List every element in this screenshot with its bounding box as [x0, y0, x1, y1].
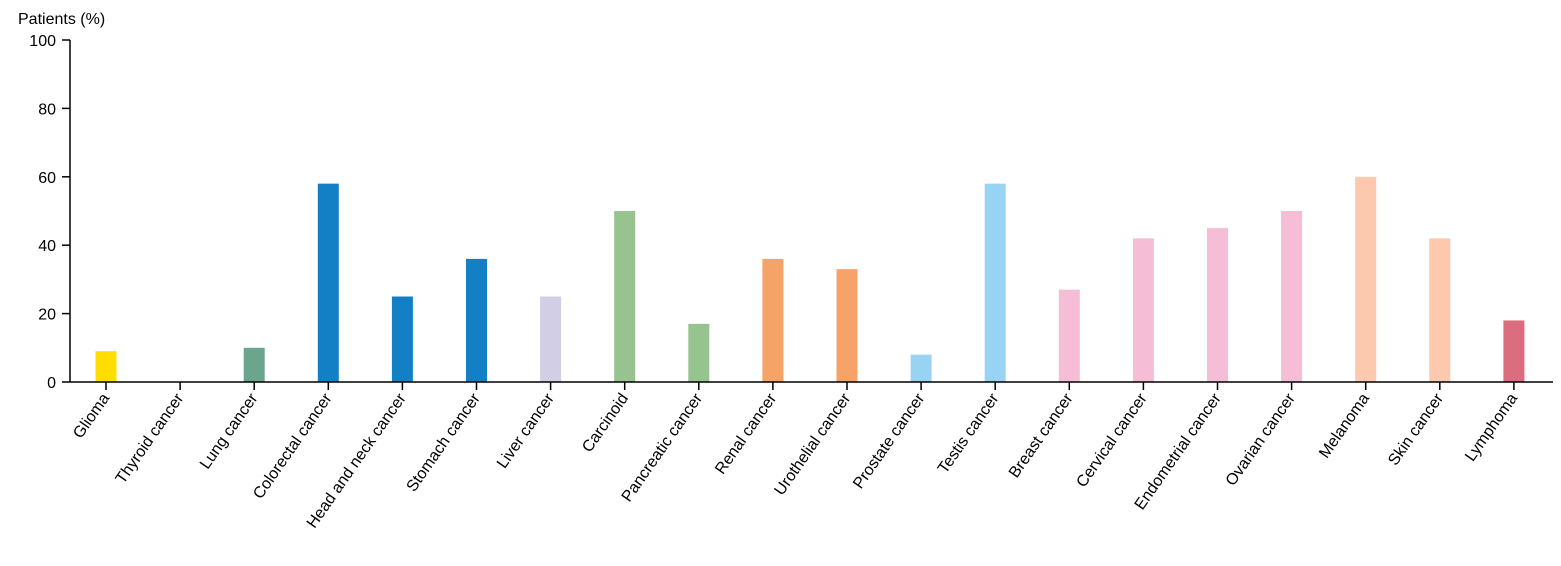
x-tick-label: Liver cancer: [494, 390, 558, 472]
x-tick-label: Urothelial cancer: [771, 390, 854, 499]
bar: [1281, 211, 1303, 382]
x-tick-label: Melanoma: [1316, 390, 1373, 461]
y-tick-label: 60: [38, 170, 56, 187]
bar: [540, 296, 562, 382]
bar: [836, 269, 858, 382]
bar: [688, 323, 710, 382]
y-tick-label: 0: [47, 375, 56, 392]
bar: [762, 258, 784, 382]
bar: [95, 351, 117, 382]
bar: [1207, 228, 1228, 382]
x-tick-label: Endometrial cancer: [1132, 390, 1225, 513]
bar: [910, 354, 932, 382]
x-tick-label: Prostate cancer: [850, 390, 929, 492]
bar: [1132, 238, 1154, 382]
x-tick-label: Lymphoma: [1462, 390, 1521, 464]
y-tick-label: 40: [38, 238, 56, 255]
bar: [466, 258, 487, 382]
bar: [243, 347, 265, 382]
y-tick-label: 80: [38, 101, 56, 118]
x-tick-label: Stomach cancer: [404, 390, 485, 495]
bar: [1058, 289, 1080, 382]
x-axis: Glioma Thyroid cancer Lung cancerColorecta…: [70, 381, 1553, 531]
x-tick-label: Renal cancer: [712, 390, 780, 478]
bars: [95, 176, 1525, 382]
y-tick-label: 100: [29, 33, 56, 50]
x-tick-label: Breast cancer: [1006, 390, 1077, 481]
x-tick-label: Thyroid cancer: [113, 390, 188, 487]
y-axis-label: Patients (%): [18, 11, 105, 28]
bar: [614, 211, 636, 382]
bar: [1503, 320, 1525, 382]
x-tick-label: Skin cancer: [1385, 390, 1447, 469]
y-axis: 0 20 40 60 80 100: [29, 33, 71, 392]
x-tick-label: Cervical cancer: [1074, 390, 1152, 491]
bar: [1355, 176, 1377, 382]
x-tick-label: Glioma: [70, 390, 113, 441]
x-tick-label: Ovarian cancer: [1223, 390, 1300, 489]
x-tick-label: Carcinoid: [579, 391, 632, 456]
bar: [317, 183, 339, 382]
bar: [1429, 238, 1451, 382]
bar: [984, 183, 1006, 382]
x-tick-label: Testis cancer: [935, 390, 1003, 477]
x-tick-label: Lung cancer: [197, 390, 262, 472]
y-tick-label: 20: [38, 307, 56, 324]
bar: [391, 296, 413, 382]
x-tick-label: Pancreatic cancer: [619, 390, 707, 505]
x-tick-label: Colorectal cancer: [250, 390, 336, 502]
